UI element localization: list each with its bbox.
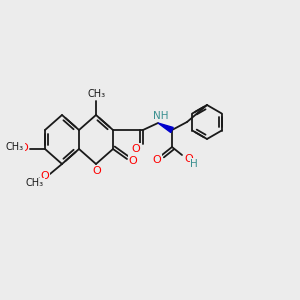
Text: H: H — [190, 159, 198, 169]
Text: O: O — [129, 156, 137, 166]
Text: O: O — [93, 166, 101, 176]
Text: O: O — [40, 171, 50, 181]
Text: O: O — [184, 154, 194, 164]
Text: NH: NH — [153, 111, 169, 121]
Text: CH₃: CH₃ — [26, 178, 44, 188]
Text: O: O — [20, 143, 28, 153]
Text: O: O — [153, 155, 161, 165]
Text: O: O — [132, 144, 140, 154]
Polygon shape — [158, 123, 173, 133]
Text: CH₃: CH₃ — [6, 142, 24, 152]
Text: CH₃: CH₃ — [88, 89, 106, 99]
